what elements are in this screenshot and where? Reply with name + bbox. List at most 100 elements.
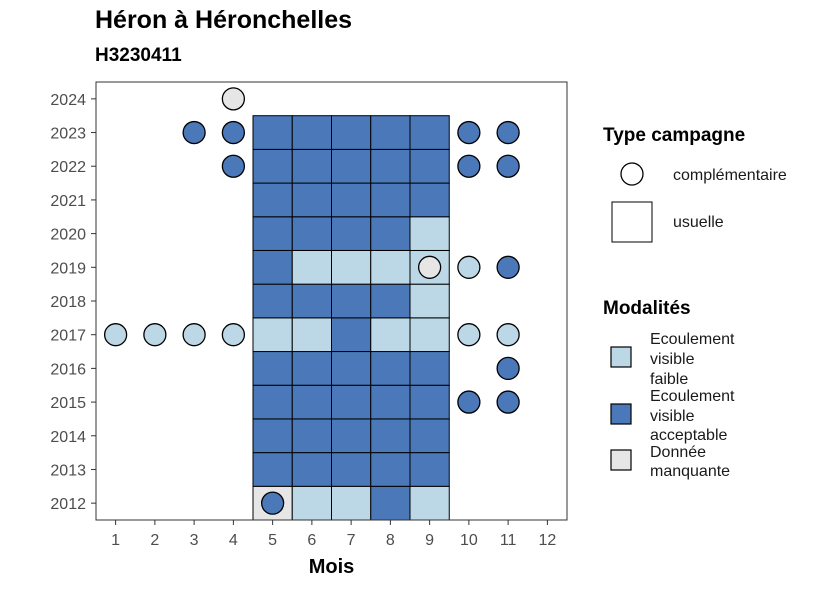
tile-2018-6 [291,283,332,319]
tile-2023-5 [252,115,293,150]
point-2015-11 [496,390,520,414]
legend-key-usuelle [611,201,653,243]
point-2017-10 [457,323,481,347]
tile-2016-7 [331,351,372,386]
tile-2012-7 [331,485,372,521]
point-2022-4 [221,154,246,178]
point-2019-11 [496,255,520,279]
x-tick-label: 11 [500,532,517,549]
y-tick-label: 2015 [50,395,86,412]
x-tick-label: 7 [347,532,356,549]
tile-2020-6 [291,216,332,251]
tile-2019-7 [331,249,372,285]
y-axis: 2012 2013 2014 2015 2016 2017 2018 2019 2020 2021… [50,92,96,513]
legend-label-faible: visible [650,351,695,368]
tile-2017-9 [409,317,450,353]
y-tick-label: 2014 [50,429,86,446]
tile-2020-9 [409,216,450,251]
tile-2015-6 [291,384,332,420]
point-2023-4 [221,120,246,145]
tile-2019-5 [252,249,293,285]
point-2022-10 [457,154,481,178]
tile-2016-6 [291,351,332,386]
tile-2015-7 [331,384,372,420]
tile-2021-8 [370,182,411,218]
legend-label-manquante: manquante [650,463,730,480]
point-2023-3 [182,120,206,145]
point-2017-2 [143,323,167,347]
tile-2022-9 [409,148,450,184]
tile-2018-5 [252,283,293,319]
y-tick-label: 2022 [50,159,86,176]
point-2022-11 [496,154,520,178]
point-2017-3 [182,323,206,347]
legend-label-acceptable: visible [650,408,695,425]
complementaire-points [103,87,520,515]
x-tick-label: 6 [307,532,316,549]
tile-2012-8 [370,485,411,521]
tile-2014-9 [409,418,450,454]
tile-2023-9 [409,115,450,150]
point-2024-4 [221,87,246,111]
x-tick-label: 10 [460,532,478,549]
legend-label-complementaire: complémentaire [673,167,787,184]
legend-label-faible: faible [650,371,688,388]
legend-key-faible [610,346,632,368]
x-axis: 1 2 3 4 5 6 7 8 9 10 11 12 [111,520,556,549]
x-tick-label: 2 [150,532,159,549]
legend-label-acceptable: Ecoulement [650,388,735,405]
tile-2015-8 [370,384,411,420]
usuelle-tiles [252,115,450,521]
point-2023-10 [457,120,481,145]
y-tick-label: 2013 [50,462,86,479]
chart-title: Héron à Héronchelles [95,6,353,34]
tile-2015-5 [252,384,293,420]
tile-2018-9 [409,283,450,319]
tile-2019-6 [291,249,332,285]
tile-2014-7 [331,418,372,454]
point-2017-1 [103,323,128,347]
tile-2014-6 [291,418,332,454]
y-tick-label: 2012 [50,496,86,513]
x-tick-label: 5 [268,532,277,549]
tile-2013-9 [409,452,450,487]
tile-2017-5 [252,317,293,353]
tile-2015-9 [409,384,450,420]
tile-2020-7 [331,216,372,251]
x-tick-label: 1 [111,532,120,549]
legend-title-type: Type campagne [603,125,745,146]
tile-2023-8 [370,115,411,150]
tile-2013-5 [252,452,293,487]
legend-key-acceptable [610,403,632,425]
tile-2016-8 [370,351,411,386]
x-tick-label: 3 [190,532,199,549]
tile-2017-8 [370,317,411,353]
x-tick-label: 4 [229,532,238,549]
point-2023-11 [496,120,520,145]
legend-label-usuelle: usuelle [673,214,724,231]
legend-label-acceptable: acceptable [650,427,727,444]
chart-subtitle: H3230411 [95,45,182,66]
point-2017-4 [221,323,246,347]
legend-title-modalites: Modalités [603,298,691,319]
tile-2012-9 [409,485,450,521]
y-tick-label: 2019 [50,260,86,277]
point-2016-11 [496,356,520,381]
point-2019-10 [457,255,481,279]
y-tick-label: 2020 [50,227,86,244]
tile-2014-5 [252,418,293,454]
tile-2023-7 [331,115,372,150]
tile-2023-6 [291,115,332,150]
tile-2022-6 [291,148,332,184]
tile-2016-5 [252,351,293,386]
tile-2013-7 [331,452,372,487]
point-2015-10 [457,390,481,414]
tile-2014-8 [370,418,411,454]
point-2017-11 [496,323,520,347]
tile-2013-8 [370,452,411,487]
x-axis-title: Mois [309,556,355,578]
tile-2021-7 [331,182,372,218]
x-tick-label: 8 [386,532,395,549]
legend-key-manquante [610,449,632,471]
